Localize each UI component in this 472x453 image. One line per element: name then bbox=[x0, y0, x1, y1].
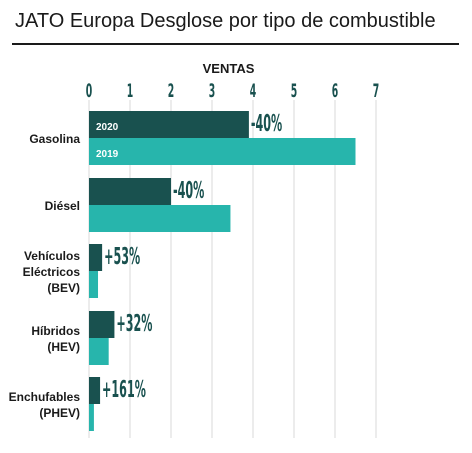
category-label: Híbridos bbox=[31, 324, 80, 338]
title-rule bbox=[12, 43, 459, 45]
category-label: (BEV) bbox=[47, 281, 80, 295]
bar-2019 bbox=[89, 338, 109, 365]
x-tick-label: 1 bbox=[127, 82, 133, 102]
bar-2020 bbox=[89, 311, 115, 338]
category-label: (PHEV) bbox=[39, 406, 80, 420]
change-label: -40% bbox=[251, 111, 282, 138]
x-tick-label: 3 bbox=[209, 82, 215, 102]
change-label: +161% bbox=[102, 377, 146, 404]
bar-2019 bbox=[89, 205, 231, 232]
x-tick-label: 5 bbox=[291, 82, 297, 102]
x-tick-label: 6 bbox=[332, 82, 338, 102]
category-label: Vehículos bbox=[24, 249, 80, 263]
category-label: Gasolina bbox=[29, 132, 80, 146]
series-label-2019: 2019 bbox=[96, 149, 119, 160]
x-tick-label: 0 bbox=[86, 82, 92, 102]
bar-2020 bbox=[89, 111, 249, 138]
change-label: +32% bbox=[116, 311, 152, 338]
bar-2019 bbox=[89, 138, 356, 165]
bar-2019 bbox=[89, 271, 99, 298]
chart-title: JATO Europa Desglose por tipo de combust… bbox=[15, 10, 436, 32]
x-tick-label: 2 bbox=[168, 82, 174, 102]
category-label: Eléctricos bbox=[23, 265, 81, 279]
category-label: Diésel bbox=[45, 199, 80, 213]
series-label-2020: 2020 bbox=[96, 122, 119, 133]
category-label: Enchufables bbox=[9, 390, 81, 404]
category-label: (HEV) bbox=[47, 340, 80, 354]
change-label: +53% bbox=[104, 244, 140, 271]
x-tick-label: 4 bbox=[250, 82, 256, 102]
bar-2020 bbox=[89, 377, 101, 404]
x-axis-label: VENTAS bbox=[203, 61, 255, 76]
change-label: -40% bbox=[173, 178, 204, 205]
bar-2020 bbox=[89, 178, 171, 205]
bar-2020 bbox=[89, 244, 103, 271]
bar-2019 bbox=[89, 404, 94, 431]
x-tick-label: 7 bbox=[373, 82, 379, 102]
